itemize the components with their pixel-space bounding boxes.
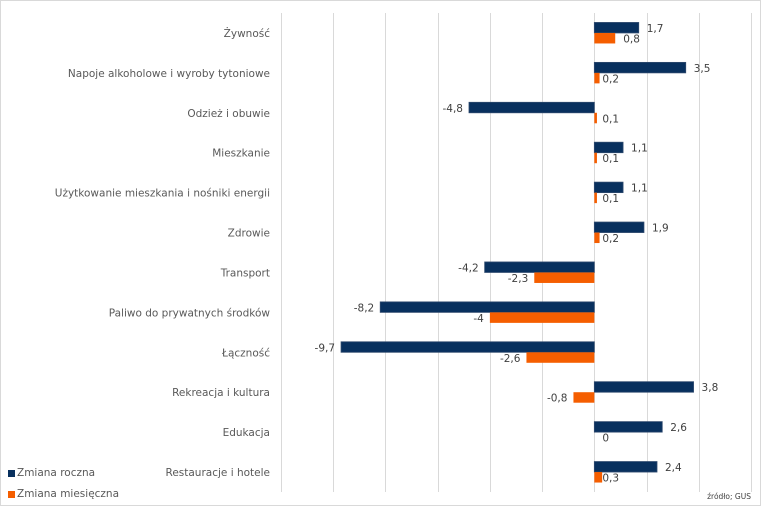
- data-label-monthly: 0,8: [623, 33, 640, 45]
- legend-item-annual: Zmiana roczna: [8, 467, 95, 479]
- category-label: Użytkowanie mieszkania i nośniki energii: [55, 188, 270, 200]
- category-label: Mieszkanie: [212, 148, 270, 160]
- data-label-annual: 3,8: [702, 382, 719, 394]
- data-label-monthly: 0,1: [602, 193, 619, 205]
- data-labels: 1,7 0,8 3,5 0,2 -4,8 0,1 1,1 0,1 1,1 0,1 1,9 0,2 -4,…: [315, 23, 719, 485]
- data-label-monthly: 0: [602, 433, 609, 445]
- data-label-monthly: -2,6: [500, 353, 521, 365]
- bar-monthly: [594, 72, 600, 84]
- data-label-annual: 2,4: [665, 462, 682, 474]
- category-label: Łączność: [221, 347, 270, 359]
- category-label: Napoje alkoholowe i wyroby tytoniowe: [68, 68, 270, 80]
- legend-swatch-annual: [8, 469, 15, 477]
- bar-annual: [593, 221, 645, 233]
- bar-monthly: [594, 112, 597, 124]
- legend-item-monthly: Zmiana miesięczna: [8, 488, 119, 500]
- category-label: Rekreacja i kultura: [172, 387, 270, 399]
- legend-swatch-monthly: [8, 490, 15, 498]
- data-label-monthly: 0,2: [602, 73, 619, 85]
- bar-annual: [379, 301, 595, 313]
- category-label: Żywność: [224, 27, 271, 40]
- data-label-annual: 1,9: [652, 223, 669, 235]
- data-label-monthly: 0,1: [602, 113, 619, 125]
- bar-annual: [593, 22, 640, 34]
- category-label: Odzież i obuwie: [187, 108, 270, 120]
- data-label-annual: 2,6: [670, 422, 687, 434]
- bar-monthly: [594, 152, 597, 164]
- category-label: Paliwo do prywatnych środków: [109, 307, 271, 319]
- bar-annual: [484, 261, 595, 273]
- bar-monthly: [526, 352, 595, 363]
- data-label-annual: -8,2: [354, 302, 375, 314]
- bar-monthly: [489, 312, 595, 323]
- bar-annual: [468, 101, 595, 114]
- data-label-monthly: 0,1: [602, 153, 619, 165]
- category-label: Edukacja: [223, 427, 270, 439]
- category-label: Zdrowie: [228, 228, 270, 240]
- bar-annual: [593, 181, 624, 194]
- bar-annual: [593, 421, 663, 433]
- bar-annual: [340, 341, 595, 353]
- bar-annual: [593, 381, 694, 393]
- data-label-annual: -4,2: [458, 262, 479, 274]
- category-label: Transport: [220, 267, 270, 279]
- category-labels: Żywność Napoje alkoholowe i wyroby tytoni…: [55, 27, 271, 479]
- bar-monthly: [573, 392, 595, 403]
- bar-annual: [593, 61, 687, 74]
- legend-label-monthly: Zmiana miesięczna: [17, 488, 120, 500]
- data-label-annual: 1,1: [631, 143, 648, 155]
- bar-monthly: [594, 472, 603, 483]
- bar-monthly: [594, 32, 616, 44]
- bar-monthly: [594, 232, 600, 244]
- bar-monthly: [594, 192, 597, 204]
- data-label-monthly: -2,3: [508, 273, 529, 285]
- data-label-monthly: 0,2: [602, 233, 619, 245]
- data-label-annual: -9,7: [315, 342, 336, 354]
- bar-annual: [593, 141, 624, 154]
- data-label-annual: 3,5: [694, 63, 711, 75]
- data-label-annual: 1,7: [647, 23, 664, 35]
- data-label-monthly: 0,3: [602, 473, 619, 485]
- bars: [340, 22, 694, 483]
- legend-label-annual: Zmiana roczna: [17, 467, 96, 479]
- category-label: Restauracje i hotele: [166, 467, 271, 479]
- gridlines: [281, 13, 752, 492]
- source-note: źródło; GUS: [707, 492, 751, 501]
- data-label-annual: 1,1: [631, 183, 648, 195]
- data-label-monthly: -0,8: [547, 393, 568, 405]
- data-label-annual: -4,8: [443, 103, 464, 115]
- data-label-monthly: -4: [473, 313, 484, 325]
- bar-monthly: [534, 272, 595, 283]
- bar-annual: [593, 461, 658, 473]
